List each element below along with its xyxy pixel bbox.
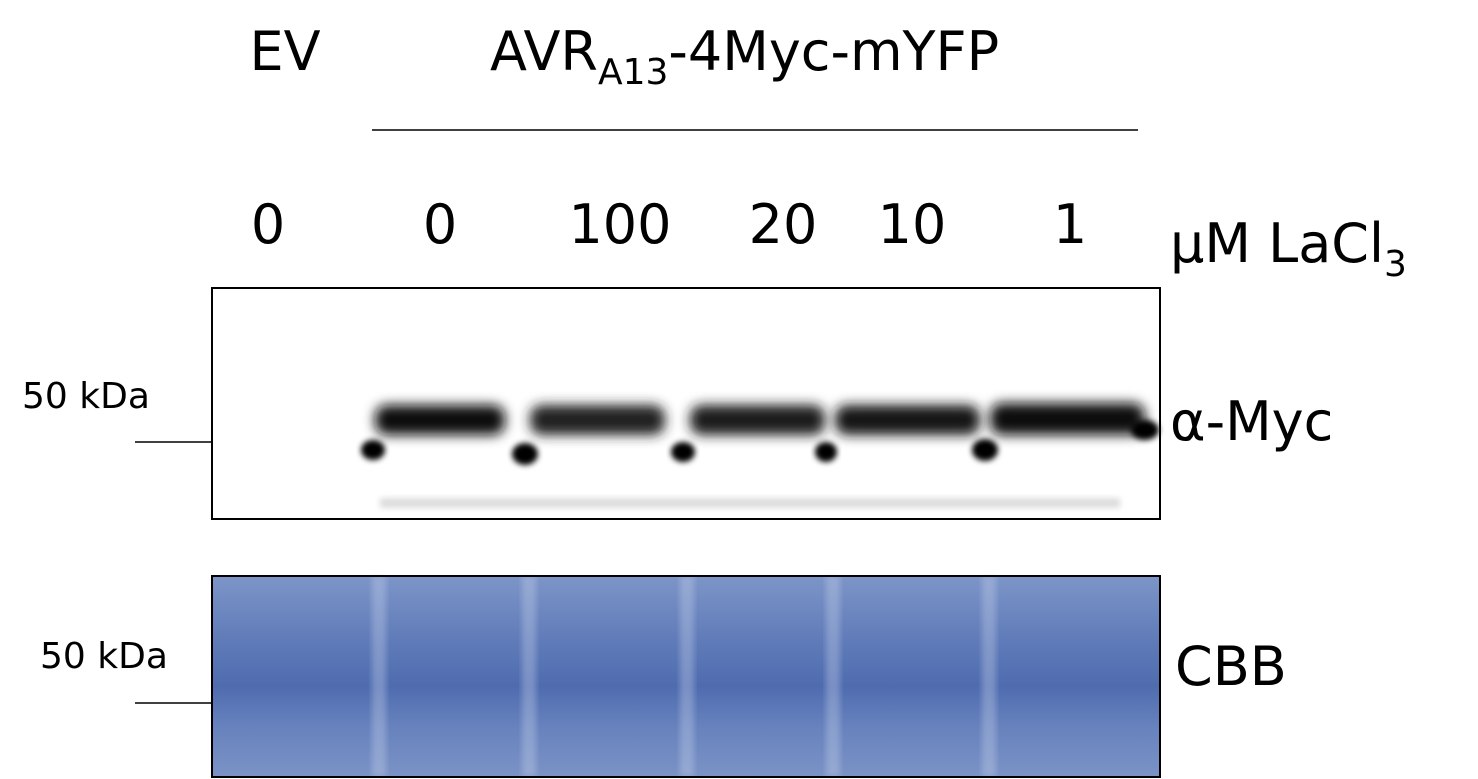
band-edge xyxy=(671,442,695,462)
panel-label: α-Myc xyxy=(1170,390,1333,453)
unit-main: μM LaCl xyxy=(1170,212,1384,275)
band-edge xyxy=(972,439,998,461)
marker-label: 50 kDa xyxy=(40,636,168,677)
band xyxy=(690,405,825,435)
construct-main: AVR xyxy=(490,20,598,83)
band-edge xyxy=(1131,420,1159,440)
panel-label: CBB xyxy=(1175,635,1287,698)
lane-label: 10 xyxy=(878,193,947,256)
construct-label: AVRA13-4Myc-mYFP xyxy=(490,20,999,93)
band xyxy=(990,403,1145,435)
lane-label: 20 xyxy=(749,193,818,256)
band-edge xyxy=(512,443,538,465)
band xyxy=(375,405,505,435)
band-edge xyxy=(815,442,837,462)
lane-label: 100 xyxy=(568,193,671,256)
band-edge xyxy=(361,440,385,460)
band xyxy=(530,405,665,435)
marker-label: 50 kDa xyxy=(22,376,150,417)
lane-label: 0 xyxy=(423,193,457,256)
lane-labels: 0 0 100 20 10 1 xyxy=(251,193,1087,256)
unit-subscript: 3 xyxy=(1384,244,1407,285)
unit-label: μM LaCl3 xyxy=(1170,212,1407,285)
blot-figure: EV AVRA13-4Myc-mYFP 0010020101 μM LaCl3 … xyxy=(0,0,1478,779)
construct-subscript: A13 xyxy=(598,52,668,93)
construct-rest: -4Myc-mYFP xyxy=(668,20,999,83)
band xyxy=(835,405,980,435)
lane-label: 1 xyxy=(1053,193,1087,256)
control-label: EV xyxy=(249,20,320,83)
lane-label: 0 xyxy=(251,193,285,256)
faint-band xyxy=(380,498,1120,508)
